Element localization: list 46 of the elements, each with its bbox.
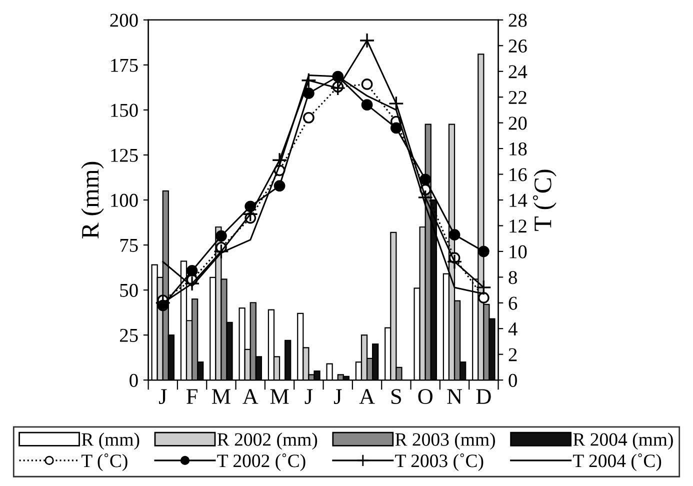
y-tick-label: 75: [120, 239, 138, 252]
y-tick-label: 125: [111, 148, 138, 162]
y-tick-label: 50: [120, 284, 138, 297]
y2-tick-label: 12: [510, 220, 526, 232]
y2-tick-label: 0: [508, 374, 517, 387]
x-tick-label: S: [392, 389, 401, 404]
y2-tick-label: 16: [510, 168, 527, 182]
y2-tick-label: 2: [508, 348, 517, 362]
y2-tick-label: 18: [510, 142, 527, 156]
y2-tick-label: 24: [508, 65, 528, 78]
y2-tick-label: 4: [508, 322, 518, 336]
y-tick-label: 150: [111, 104, 138, 117]
x-tick-label: O: [418, 389, 432, 404]
x-tick-label: M: [212, 389, 230, 404]
legend-label: T (˚C): [81, 453, 128, 471]
legend-label: R 2002 (mm): [217, 432, 318, 450]
x-tick-label: A: [242, 389, 258, 404]
y-tick-label: 0: [130, 374, 138, 387]
x-tick-label: F: [186, 389, 198, 404]
y-tick-label: 100: [111, 194, 138, 207]
legend-label: R (mm): [82, 432, 140, 450]
x-tick-label: D: [476, 389, 491, 404]
x-tick-label: J: [334, 389, 342, 404]
legend-label: R 2003 (mm): [395, 432, 495, 450]
x-tick-label: M: [270, 389, 289, 404]
legend-label: T 2004 (˚C): [573, 453, 662, 471]
x-tick-label: J: [304, 389, 313, 404]
y2-axis-title: T (˚C): [532, 170, 556, 231]
y2-tick-label: 14: [510, 194, 528, 207]
y2-tick-label: 20: [508, 116, 527, 130]
y2-tick-label: 10: [510, 245, 527, 258]
y2-tick-label: 28: [508, 14, 527, 27]
y2-tick-label: 6: [508, 296, 518, 310]
y-tick-label: 175: [111, 58, 138, 72]
y2-tick-label: 22: [508, 90, 526, 104]
legend-label: T 2002 (˚C): [217, 453, 306, 471]
y2-tick-label: 8: [508, 270, 517, 284]
y-tick-label: 25: [120, 328, 138, 342]
x-tick-label: N: [447, 389, 462, 404]
y-tick-label: 200: [110, 14, 138, 27]
x-tick-label: J: [159, 389, 167, 404]
y2-tick-label: 26: [508, 40, 527, 53]
legend-label: T 2003 (˚C): [395, 453, 484, 471]
legend-label: R 2004 (mm): [573, 432, 673, 450]
y-axis-title: R (mm): [81, 162, 104, 239]
x-tick-label: A: [359, 389, 375, 404]
